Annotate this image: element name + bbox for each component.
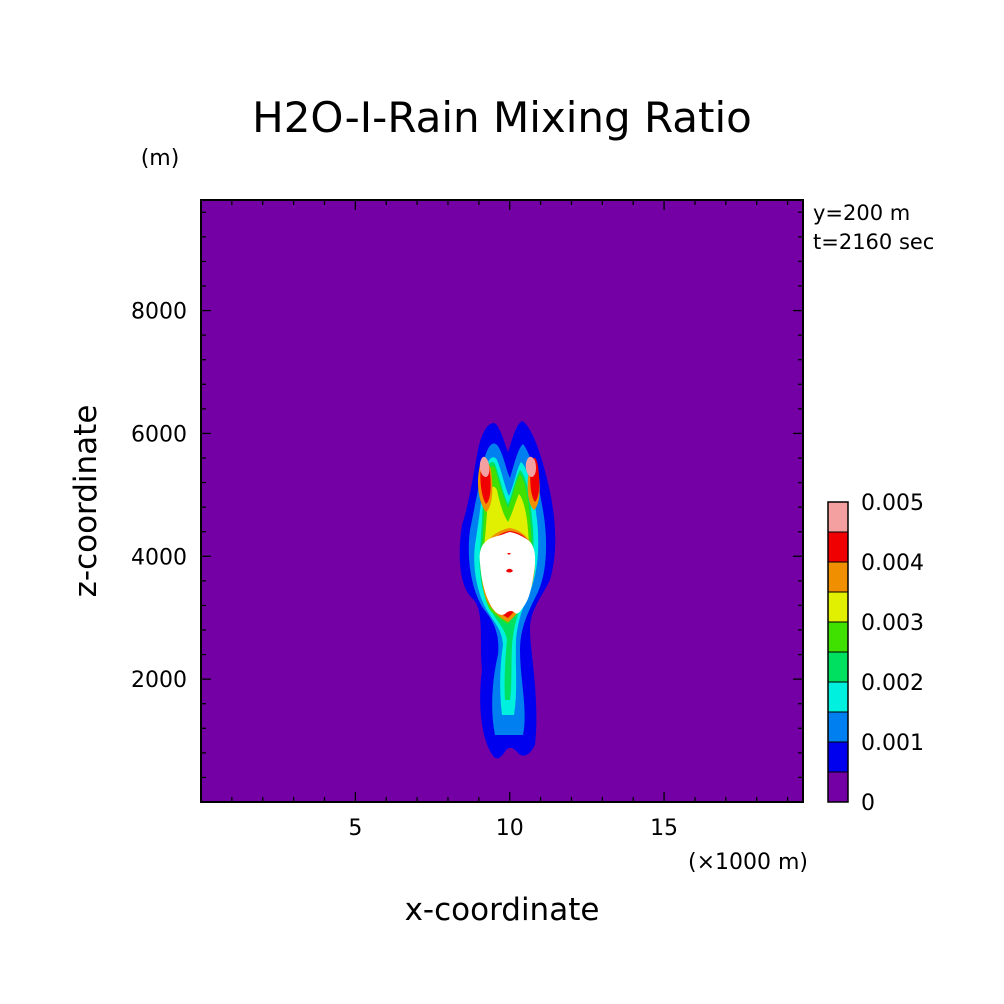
colorbar-tick-label: 0.001 <box>861 731 924 756</box>
contour-pink <box>479 456 536 477</box>
contour-field <box>459 421 556 759</box>
colorbar-tick-label: 0 <box>861 791 875 816</box>
y-axis-label: z-coordinate <box>68 405 104 598</box>
contour-red-speck <box>506 568 513 573</box>
colorbar-tick-label: 0.002 <box>861 671 924 696</box>
colorbar-swatch <box>827 591 849 623</box>
y-tick-label: 6000 <box>131 422 187 447</box>
colorbar-swatch <box>827 771 849 803</box>
x-tick-label: 5 <box>348 816 362 841</box>
colorbar-swatch <box>827 501 849 533</box>
colorbar-tick-label: 0.003 <box>861 611 924 636</box>
colorbar-legend: 0 0.001 0.002 0.003 0.004 0.005 <box>827 491 924 816</box>
colorbar-tick-label: 0.005 <box>861 491 924 516</box>
colorbar-tick-label: 0.004 <box>861 551 924 576</box>
tick-marks <box>201 200 803 802</box>
colorbar-swatch <box>827 681 849 713</box>
x-axis-label: x-coordinate <box>405 892 600 928</box>
colorbar-swatch <box>827 531 849 563</box>
colorbar-frame <box>827 501 849 803</box>
plot-area: 5 10 15 2000 4000 6000 8000 <box>131 199 804 841</box>
colorbar-swatch <box>827 711 849 743</box>
x-tick-label: 10 <box>496 816 524 841</box>
info-line-location: y=200 m <box>813 201 910 225</box>
contour-red-speck-top <box>507 553 511 555</box>
colorbar-swatch <box>827 651 849 683</box>
colorbar-swatch <box>827 741 849 773</box>
x-tick-label: 15 <box>650 816 678 841</box>
y-tick-label: 4000 <box>131 545 187 570</box>
colorbar-swatch <box>827 561 849 593</box>
colorbar-swatch <box>827 621 849 653</box>
chart-title: H2O-I-Rain Mixing Ratio <box>252 93 752 142</box>
y-unit-label: (m) <box>141 146 180 171</box>
plot-frame <box>200 199 804 803</box>
y-tick-label: 2000 <box>131 668 187 693</box>
tick-labels: 5 10 15 2000 4000 6000 8000 <box>131 300 678 841</box>
contour-white-core <box>479 532 536 615</box>
info-line-time: t=2160 sec <box>813 230 934 254</box>
y-tick-label: 8000 <box>131 300 187 325</box>
x-unit-label: (×1000 m) <box>688 850 808 875</box>
